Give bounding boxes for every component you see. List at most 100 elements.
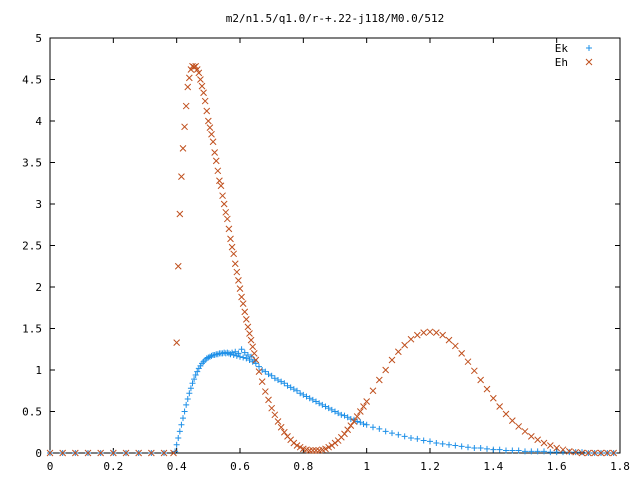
ek-point: [281, 380, 288, 387]
ek-point: [338, 411, 345, 418]
eh-point: [179, 145, 187, 152]
legend-label-eh: Eh: [555, 56, 568, 69]
ek-point: [541, 448, 547, 455]
series-eh: [46, 62, 618, 457]
eh-point: [258, 378, 266, 385]
ek-point: [401, 433, 408, 440]
x-tick-label: 0.6: [230, 460, 250, 473]
eh-point: [382, 366, 390, 374]
eh-point: [109, 449, 117, 457]
ek-point: [243, 355, 250, 362]
ek-point: [420, 437, 427, 444]
eh-point: [217, 182, 225, 190]
eh-point: [211, 149, 219, 156]
ek-point: [284, 382, 291, 389]
eh-point: [222, 208, 230, 216]
ek-point: [189, 380, 196, 387]
eh-point: [546, 442, 554, 449]
eh-point: [71, 449, 79, 457]
x-tick-label: 1.6: [547, 460, 567, 473]
y-tick-label: 0: [35, 447, 42, 460]
eh-point: [534, 436, 542, 444]
eh-point: [265, 396, 272, 404]
eh-point: [268, 404, 276, 412]
eh-point: [228, 243, 236, 251]
eh-point: [293, 442, 301, 449]
eh-point: [477, 376, 485, 384]
eh-point: [521, 428, 529, 435]
y-tick-label: 1.5: [22, 323, 42, 336]
ek-point: [214, 351, 221, 358]
eh-point: [236, 285, 244, 293]
eh-point: [565, 447, 573, 455]
eh-point: [223, 215, 231, 223]
ek-point: [265, 371, 272, 378]
eh-point: [185, 74, 193, 82]
legend: Ek Eh: [555, 42, 593, 69]
ek-point: [271, 375, 278, 382]
ek-point: [256, 363, 262, 370]
y-tick-label: 0.5: [22, 406, 42, 419]
ek-point: [173, 441, 180, 448]
eh-point: [160, 449, 168, 457]
ek-point: [452, 442, 459, 449]
eh-point: [233, 268, 241, 276]
ek-point: [566, 449, 573, 456]
eh-point: [195, 69, 203, 77]
x-tick-label: 1.2: [420, 460, 440, 473]
eh-point: [184, 83, 192, 91]
ek-point: [313, 398, 319, 405]
eh-point: [375, 376, 383, 384]
ek-point: [332, 408, 338, 415]
ek-point: [240, 354, 247, 361]
eh-point: [208, 130, 215, 138]
ek-point: [579, 449, 585, 456]
ek-point: [547, 449, 554, 456]
eh-point: [407, 335, 415, 343]
ek-point: [184, 396, 191, 403]
ek-point: [252, 360, 259, 367]
eh-point: [344, 426, 352, 434]
eh-point: [244, 323, 252, 331]
ek-point: [248, 353, 255, 360]
ek-point: [309, 396, 316, 403]
y-tick-label: 2.5: [22, 240, 42, 253]
y-tick-label: 4.5: [22, 74, 42, 87]
eh-point: [250, 350, 258, 357]
eh-point: [252, 356, 260, 364]
eh-point: [394, 348, 402, 356]
eh-point: [173, 339, 181, 346]
ek-point: [178, 421, 185, 428]
eh-point: [242, 316, 250, 323]
eh-point: [178, 173, 185, 180]
ek-point: [187, 385, 194, 392]
eh-point: [451, 342, 459, 350]
eh-point: [209, 138, 217, 146]
ek-point: [181, 408, 188, 415]
eh-point: [445, 336, 453, 344]
ek-point: [534, 448, 541, 455]
ek-point: [275, 376, 281, 383]
eh-point: [458, 350, 466, 357]
ek-point: [503, 447, 509, 454]
ek-point: [471, 445, 478, 452]
ek-point: [303, 393, 310, 400]
eh-point: [239, 300, 247, 307]
ek-point: [241, 349, 248, 356]
legend-marker-ek: [586, 45, 592, 51]
eh-point: [122, 449, 130, 457]
ek-point: [300, 391, 307, 398]
eh-point: [508, 417, 516, 424]
ek-point: [322, 403, 329, 410]
eh-point: [147, 449, 155, 457]
eh-point: [309, 447, 317, 454]
y-tick-label: 5: [35, 32, 42, 45]
eh-point: [591, 449, 599, 457]
axis-ticks: 0 0.2 0.4 0.6 0.8 1 1.2 1.4 1.6 1.8 0 0.5 1 1.5 2 2.5 3 3…: [22, 32, 630, 473]
eh-point: [515, 423, 523, 430]
ek-point: [370, 424, 376, 431]
eh-point: [350, 418, 358, 425]
eh-point: [347, 422, 355, 429]
ek-point: [232, 348, 239, 355]
eh-point: [603, 449, 611, 457]
